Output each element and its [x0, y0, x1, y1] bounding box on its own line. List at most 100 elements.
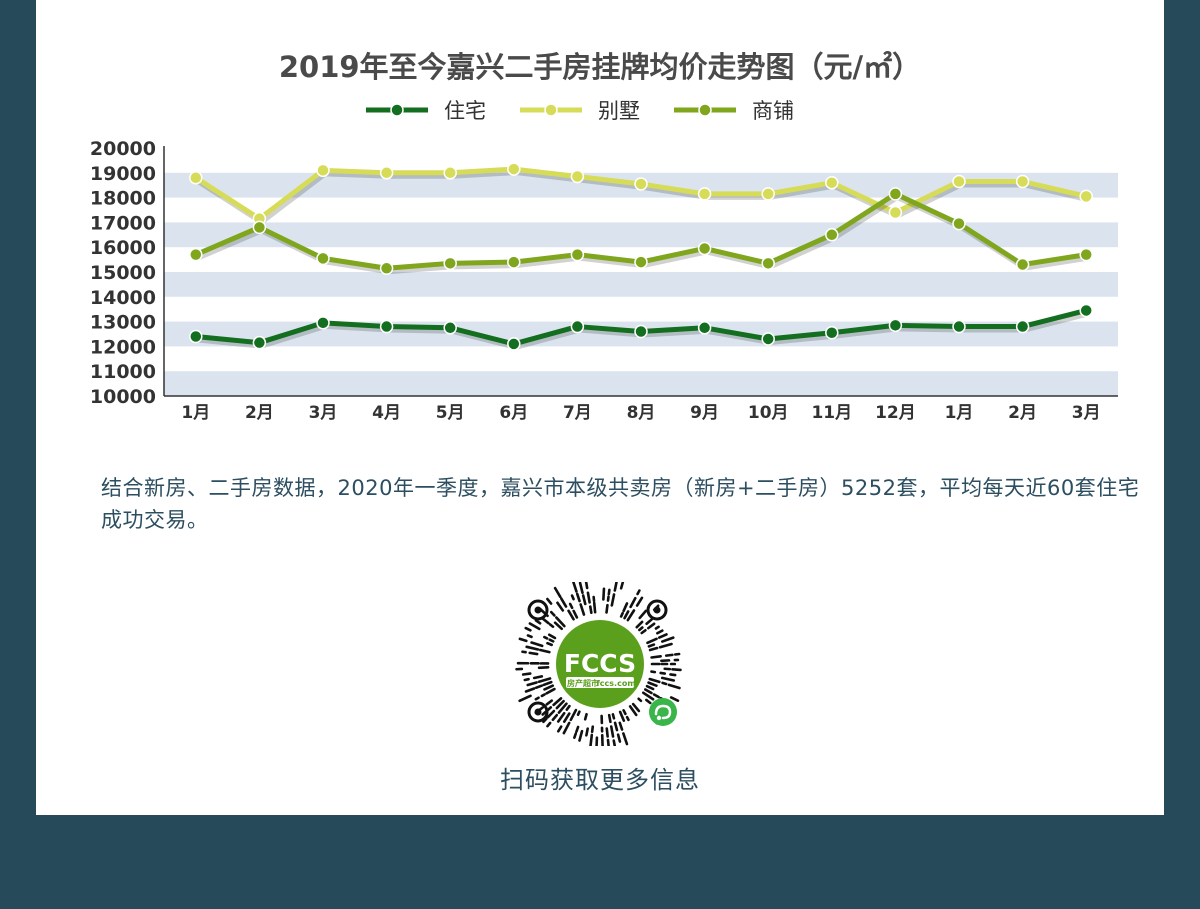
- qr-ray: [659, 671, 667, 675]
- data-point: [697, 241, 712, 256]
- x-tick-label: 11月: [811, 403, 852, 423]
- qr-ray: [625, 715, 630, 722]
- qr-ray: [545, 687, 556, 695]
- data-point: [761, 256, 775, 271]
- qr-ray: [526, 681, 538, 687]
- data-point: [379, 261, 394, 276]
- x-tick-label: 9月: [690, 403, 719, 423]
- fccs-logo-cn: 房产超市: [567, 678, 599, 688]
- qr-ray: [560, 597, 568, 608]
- chart-legend: 住宅 别墅 商铺: [366, 99, 794, 123]
- qr-ray: [660, 676, 676, 682]
- series-2: [189, 162, 1093, 226]
- legend-marker: [698, 103, 712, 117]
- data-point: [507, 162, 521, 176]
- qr-ray: [605, 727, 609, 738]
- data-point: [825, 175, 839, 190]
- qr-ray: [645, 684, 655, 691]
- qr-ray: [562, 721, 571, 735]
- content-card: 2019年至今嘉兴二手房挂牌均价走势图（元/㎡） 住宅 别墅 商铺 10000 110…: [36, 0, 1164, 815]
- data-point: [1015, 257, 1030, 272]
- qr-ray: [669, 696, 680, 702]
- data-point: [952, 174, 966, 189]
- x-tick-label: 3月: [1072, 403, 1101, 423]
- qr-ray: [629, 596, 637, 609]
- series-3: [189, 187, 1093, 276]
- data-point: [507, 255, 521, 269]
- data-point: [825, 228, 839, 242]
- mini-program-icon: [649, 698, 677, 726]
- data-point: [316, 163, 330, 178]
- qr-ray: [525, 645, 540, 651]
- qr-ray: [542, 680, 553, 687]
- qr-ray: [562, 712, 571, 723]
- legend-label: 商铺: [752, 99, 794, 123]
- summary-text: 结合新房、二手房数据，2020年一季度，嘉兴市本级共卖房（新房+二手房）5252…: [101, 476, 1140, 532]
- qr-ray: [638, 626, 644, 632]
- x-tick-label: 1月: [181, 403, 210, 423]
- qr-ray: [523, 677, 530, 682]
- data-point: [316, 316, 330, 330]
- fccs-logo-text: FCCS: [564, 649, 636, 678]
- qr-ray: [546, 597, 553, 605]
- qr-ray: [540, 693, 546, 698]
- legend-label: 住宅: [444, 99, 486, 123]
- qr-ray: [532, 675, 544, 680]
- qr-ray: [588, 605, 593, 615]
- y-tick-label: 16000: [90, 237, 156, 259]
- qr-ray: [648, 646, 659, 652]
- data-point: [888, 187, 903, 201]
- qr-ray: [612, 739, 617, 746]
- data-point: [634, 177, 648, 191]
- qr-ray: [650, 655, 662, 659]
- qr-ray: [530, 641, 544, 648]
- qr-ray: [568, 602, 574, 610]
- qr-ray: [567, 609, 575, 621]
- y-tick-label: 17000: [90, 212, 156, 234]
- qr-ray: [656, 629, 664, 635]
- qr-ray: [619, 611, 624, 618]
- qr-ray: [565, 704, 571, 711]
- qr-ray: [657, 633, 668, 639]
- qr-ray: [555, 616, 566, 628]
- legend-label: 别墅: [598, 99, 640, 123]
- data-point: [570, 247, 585, 262]
- x-tick-label: 4月: [372, 403, 401, 423]
- qr-ray: [553, 586, 562, 599]
- x-tick-label: 5月: [436, 403, 465, 423]
- qr-ray: [613, 582, 618, 592]
- data-point: [443, 321, 457, 335]
- qr-ray: [618, 721, 624, 731]
- qr-ray: [622, 602, 629, 613]
- qr-ray: [552, 697, 563, 707]
- qr-ray: [646, 637, 658, 645]
- qr-ray: [553, 621, 564, 631]
- qr-ray: [584, 582, 589, 590]
- data-point: [570, 319, 585, 334]
- y-tick-label: 11000: [90, 361, 156, 383]
- qr-ray: [645, 698, 652, 705]
- data-point: [634, 255, 648, 269]
- data-point: [1015, 174, 1030, 189]
- qr-ray: [572, 609, 579, 619]
- price-trend-chart: 2019年至今嘉兴二手房挂牌均价走势图（元/㎡） 住宅 别墅 商铺 10000 110…: [90, 50, 1118, 423]
- qr-ray: [578, 729, 584, 742]
- qr-ray: [526, 634, 533, 639]
- qr-ray: [638, 609, 648, 620]
- qr-ray: [534, 619, 542, 625]
- data-point: [252, 220, 267, 235]
- qr-ray: [635, 596, 644, 607]
- qr-ray: [602, 587, 606, 601]
- fccs-logo: FCCS 房产超市 fccs.com: [553, 617, 647, 711]
- qr-ray: [619, 582, 625, 590]
- qr-ray: [589, 733, 594, 746]
- chart-title: 2019年至今嘉兴二手房挂牌均价走势图（元/㎡）: [279, 50, 921, 84]
- qr-ray: [578, 582, 584, 595]
- qr-ray: [671, 668, 682, 672]
- qr-ray: [605, 603, 609, 614]
- qr-code[interactable]: FCCS 房产超市 fccs.com: [494, 582, 706, 746]
- qr-ray: [528, 651, 539, 656]
- data-point: [952, 216, 966, 231]
- qr-ray: [667, 683, 681, 690]
- data-point: [379, 166, 394, 180]
